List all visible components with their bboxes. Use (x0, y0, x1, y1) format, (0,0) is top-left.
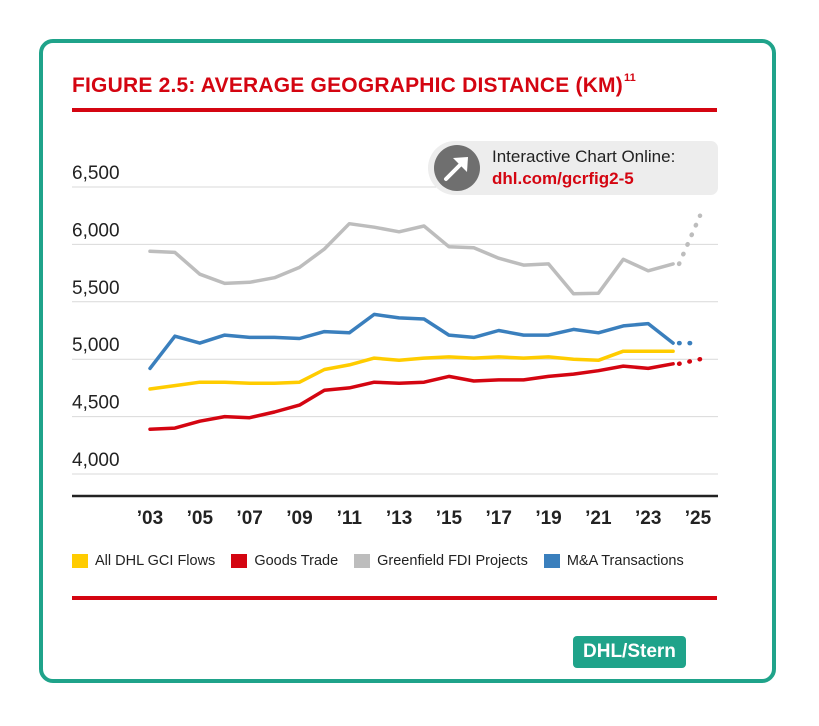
legend-swatch-gci (72, 554, 88, 568)
figure-title-text: FIGURE 2.5: AVERAGE GEOGRAPHIC DISTANCE … (72, 74, 623, 97)
title-rule (72, 108, 717, 112)
series-line-greenfield-fdi-projects (148, 221, 675, 296)
legend-label-fdi: Greenfield FDI Projects (377, 553, 528, 569)
series-line-all-dhl-gci-flows (148, 349, 675, 391)
source-badge: DHL/Stern (573, 636, 686, 668)
x-tick-label-2011: ’11 (337, 508, 363, 529)
y-tick-label-6500: 6,500 (72, 163, 120, 184)
x-tick-label-2015: ’15 (436, 508, 463, 529)
series-line-goods-trade (148, 362, 675, 431)
legend-swatch-ma (543, 554, 560, 568)
figure-title-footnote: 11 (623, 72, 636, 84)
x-tick-label-2009: ’09 (286, 508, 312, 529)
chart-legend: All DHL GCI Flows Goods Trade Greenfield… (72, 553, 684, 569)
y-tick-label-5500: 5,500 (72, 278, 120, 299)
legend-label-goods: Goods Trade (254, 553, 339, 569)
legend-swatch-goods (231, 554, 248, 568)
y-tick-label-6000: 6,000 (72, 220, 120, 241)
x-tick-label-2003: ’03 (137, 508, 163, 529)
callout-label: Interactive Chart Online: (492, 147, 676, 166)
x-tick-label-2023: ’23 (635, 508, 661, 529)
series-line-m-a-transactions (148, 312, 675, 371)
bottom-rule (72, 596, 717, 600)
y-tick-label-5000: 5,000 (72, 335, 120, 356)
callout-link[interactable]: dhl.com/gcrfig2-5 (492, 169, 634, 188)
y-tick-label-4500: 4,500 (72, 393, 120, 414)
legend-swatch-fdi (354, 554, 371, 568)
series-projection-greenfield-fdi-projects (676, 213, 703, 267)
legend-label-gci: All DHL GCI Flows (95, 553, 216, 569)
figure-title: FIGURE 2.5: AVERAGE GEOGRAPHIC DISTANCE … (72, 72, 636, 98)
interactive-chart-callout[interactable]: Interactive Chart Online: dhl.com/gcrfig… (428, 141, 718, 195)
legend-item-fdi: Greenfield FDI Projects (354, 553, 528, 569)
x-tick-label-2025: ’25 (685, 508, 712, 529)
legend-item-ma: M&A Transactions (543, 553, 684, 569)
legend-item-gci: All DHL GCI Flows (72, 553, 215, 569)
x-tick-label-2017: ’17 (486, 508, 512, 529)
y-tick-label-4000: 4,000 (72, 450, 120, 471)
x-tick-label-2013: ’13 (386, 508, 412, 529)
arrow-link-icon[interactable] (433, 144, 481, 192)
x-tick-label-2007: ’07 (236, 508, 262, 529)
x-tick-label-2021: ’21 (585, 508, 612, 529)
legend-label-ma: M&A Transactions (566, 553, 684, 569)
legend-item-goods: Goods Trade (231, 553, 338, 569)
x-tick-label-2005: ’05 (187, 508, 214, 529)
x-tick-label-2019: ’19 (535, 508, 561, 529)
series-projection-goods-trade (676, 356, 703, 367)
